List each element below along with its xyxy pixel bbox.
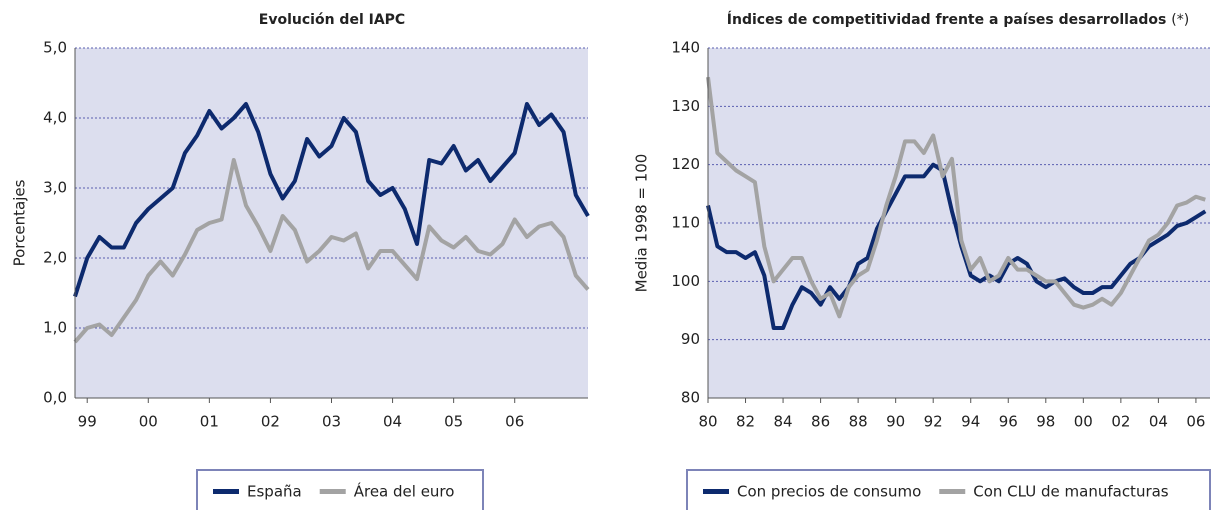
x-tick-label: 96: [999, 413, 1018, 431]
x-tick-label: 99: [78, 413, 97, 431]
legend-box: [686, 469, 1211, 510]
legend-swatch: [939, 489, 966, 494]
legend-swatch: [319, 489, 346, 494]
y-tick-label: 1,0: [43, 319, 67, 337]
legend-label: Área del euro: [354, 482, 455, 501]
x-tick-label: 06: [505, 413, 524, 431]
data-line: [73, 158, 590, 344]
x-tick-label: 06: [1186, 413, 1205, 431]
x-tick-label: 90: [886, 413, 905, 431]
x-tick-label: 02: [1111, 413, 1130, 431]
y-axis-label: Porcentajes: [11, 179, 29, 266]
legend-label: España: [247, 483, 302, 501]
x-tick-label: 80: [698, 413, 717, 431]
x-tick-label: 86: [811, 413, 830, 431]
y-tick-label: 90: [681, 330, 700, 348]
y-tick-label: 140: [671, 39, 700, 57]
x-tick-label: 82: [736, 413, 755, 431]
chart-title: Evolución del IAPC: [259, 12, 405, 28]
x-tick-label: 00: [1074, 413, 1093, 431]
y-tick-label: 2,0: [43, 249, 67, 267]
x-tick-label: 03: [322, 413, 341, 431]
chart-title: Índices de competitividad frente a paíse…: [727, 11, 1167, 28]
y-tick-label: 110: [671, 214, 700, 232]
legend-swatch: [703, 489, 729, 494]
y-tick-label: 4,0: [43, 109, 67, 127]
x-tick-label: 04: [383, 413, 402, 431]
x-tick-label: 84: [774, 413, 793, 431]
legend-swatch: [213, 489, 239, 494]
y-tick-label: 5,0: [43, 39, 67, 57]
x-tick-label: 04: [1149, 413, 1168, 431]
y-tick-label: 130: [671, 97, 700, 115]
legend-label: Con CLU de manufacturas: [973, 483, 1169, 501]
x-tick-label: 02: [261, 413, 280, 431]
x-tick-label: 92: [924, 413, 943, 431]
title-note: (*): [1171, 12, 1189, 28]
plot-area: [75, 48, 588, 398]
x-tick-label: 88: [849, 413, 868, 431]
y-tick-label: 80: [681, 389, 700, 407]
x-tick-label: 05: [444, 413, 463, 431]
x-tick-label: 01: [200, 413, 219, 431]
y-tick-label: 100: [671, 272, 700, 290]
legend-label: Con precios de consumo: [737, 483, 921, 501]
x-tick-label: 94: [961, 413, 980, 431]
y-tick-label: 120: [671, 155, 700, 173]
y-axis-label: Media 1998 = 100: [633, 154, 651, 293]
data-line: [706, 76, 1206, 319]
x-tick-label: 98: [1036, 413, 1055, 431]
data-line: [73, 102, 590, 298]
legend-box: [196, 469, 484, 510]
chart-title: Índices de competitividad frente a paíse…: [727, 11, 1189, 28]
x-tick-label: 00: [139, 413, 158, 431]
y-tick-label: 0,0: [43, 389, 67, 407]
data-line: [706, 162, 1207, 330]
y-tick-label: 3,0: [43, 179, 67, 197]
